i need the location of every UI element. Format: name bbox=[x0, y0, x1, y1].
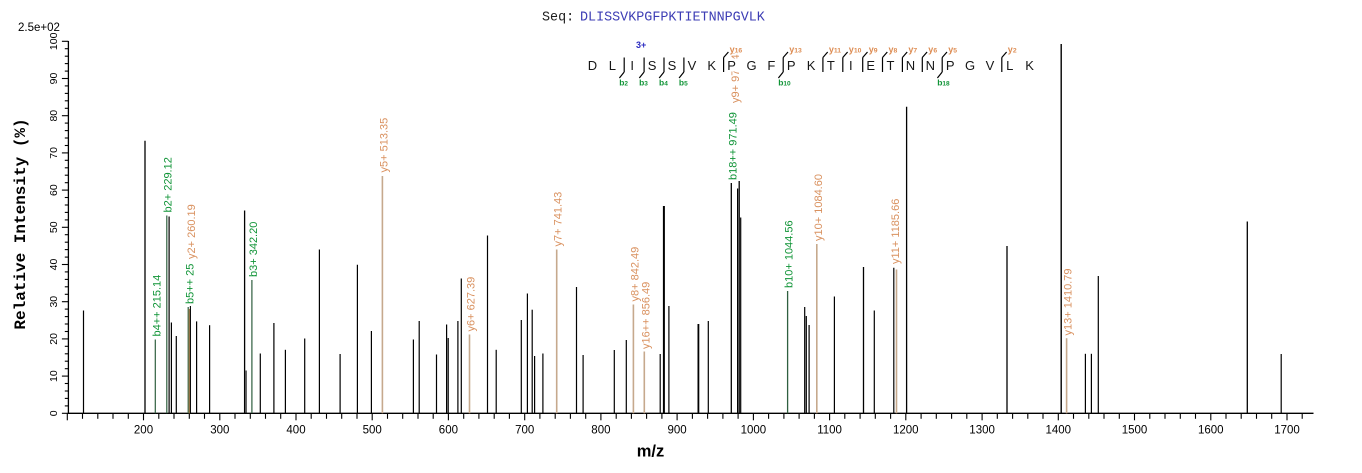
svg-text:y7+ 741.43: y7+ 741.43 bbox=[553, 192, 565, 247]
svg-text:b18: b18 bbox=[937, 78, 950, 88]
svg-text:90: 90 bbox=[48, 73, 60, 85]
svg-text:Relative Intensity (%): Relative Intensity (%) bbox=[12, 118, 30, 329]
svg-text:G: G bbox=[746, 58, 756, 73]
svg-text:L: L bbox=[609, 58, 616, 73]
svg-text:3+: 3+ bbox=[636, 40, 646, 50]
svg-text:L: L bbox=[1006, 58, 1013, 73]
svg-text:0: 0 bbox=[48, 410, 60, 416]
svg-text:y16: y16 bbox=[730, 45, 743, 55]
svg-text:700: 700 bbox=[515, 425, 534, 437]
svg-text:G: G bbox=[965, 58, 975, 73]
svg-text:2.5e+02: 2.5e+02 bbox=[18, 22, 60, 34]
svg-text:800: 800 bbox=[591, 425, 610, 437]
svg-text:y13+ 1410.79: y13+ 1410.79 bbox=[1063, 269, 1075, 336]
svg-text:b2+ 229.12: b2+ 229.12 bbox=[163, 157, 175, 212]
svg-text:K: K bbox=[807, 58, 816, 73]
svg-text:100: 100 bbox=[48, 32, 60, 50]
svg-text:1700: 1700 bbox=[1274, 425, 1300, 437]
svg-text:y6+ 627.39: y6+ 627.39 bbox=[465, 277, 477, 332]
svg-text:200: 200 bbox=[134, 425, 153, 437]
svg-text:S: S bbox=[648, 58, 657, 73]
svg-text:b5++ 25: b5++ 25 bbox=[184, 264, 196, 304]
svg-text:b10: b10 bbox=[778, 78, 791, 88]
svg-text:y6: y6 bbox=[928, 45, 937, 55]
svg-text:900: 900 bbox=[668, 425, 687, 437]
svg-text:10: 10 bbox=[48, 370, 60, 382]
svg-text:y8+ 842.49: y8+ 842.49 bbox=[629, 247, 641, 302]
svg-text:1300: 1300 bbox=[969, 425, 995, 437]
svg-text:80: 80 bbox=[48, 110, 60, 122]
svg-text:300: 300 bbox=[210, 425, 229, 437]
svg-text:V: V bbox=[986, 58, 995, 73]
svg-text:P: P bbox=[946, 58, 955, 73]
svg-text:N: N bbox=[926, 58, 935, 73]
svg-text:b3: b3 bbox=[639, 78, 648, 88]
svg-text:b3+ 342.20: b3+ 342.20 bbox=[248, 222, 260, 277]
svg-text:b18++ 971.49: b18++ 971.49 bbox=[727, 112, 739, 180]
svg-text:y10: y10 bbox=[849, 45, 862, 55]
svg-text:b5: b5 bbox=[679, 78, 688, 88]
svg-text:b2: b2 bbox=[619, 78, 628, 88]
svg-text:y2+ 260.19: y2+ 260.19 bbox=[186, 204, 198, 259]
svg-text:y5+ 513.35: y5+ 513.35 bbox=[378, 118, 390, 173]
svg-text:I: I bbox=[630, 58, 634, 73]
svg-text:y2: y2 bbox=[1008, 45, 1017, 55]
svg-text:N: N bbox=[906, 58, 915, 73]
svg-text:K: K bbox=[707, 58, 716, 73]
svg-text:P: P bbox=[727, 58, 736, 73]
svg-text:500: 500 bbox=[363, 425, 382, 437]
svg-text:E: E bbox=[866, 58, 875, 73]
svg-text:y9+ 971.49: y9+ 971.49 bbox=[730, 48, 742, 103]
svg-text:50: 50 bbox=[48, 221, 60, 233]
svg-text:y7: y7 bbox=[908, 45, 917, 55]
svg-text:I: I bbox=[849, 58, 853, 73]
svg-text:20: 20 bbox=[48, 333, 60, 345]
svg-text:m/z: m/z bbox=[637, 443, 665, 461]
svg-text:S: S bbox=[668, 58, 677, 73]
svg-text:b4++ 215.14: b4++ 215.14 bbox=[151, 275, 163, 337]
svg-text:y8: y8 bbox=[889, 45, 898, 55]
svg-text:T: T bbox=[827, 58, 835, 73]
svg-text:y11: y11 bbox=[829, 45, 841, 55]
svg-text:400: 400 bbox=[286, 425, 305, 437]
svg-text:Seq:: Seq: bbox=[542, 11, 574, 26]
svg-text:y16++ 856.49: y16++ 856.49 bbox=[640, 282, 652, 349]
svg-text:40: 40 bbox=[48, 259, 60, 271]
svg-text:y5: y5 bbox=[948, 45, 957, 55]
svg-text:b4: b4 bbox=[659, 78, 668, 88]
svg-text:P: P bbox=[787, 58, 796, 73]
svg-text:30: 30 bbox=[48, 296, 60, 308]
svg-text:1500: 1500 bbox=[1122, 425, 1148, 437]
svg-text:V: V bbox=[688, 58, 697, 73]
svg-text:y9: y9 bbox=[869, 45, 878, 55]
svg-text:70: 70 bbox=[48, 147, 60, 159]
svg-text:K: K bbox=[1025, 58, 1034, 73]
svg-text:1000: 1000 bbox=[741, 425, 767, 437]
svg-text:1100: 1100 bbox=[817, 425, 842, 437]
svg-text:1400: 1400 bbox=[1046, 425, 1072, 437]
svg-text:1200: 1200 bbox=[893, 425, 919, 437]
svg-text:y13: y13 bbox=[789, 45, 802, 55]
svg-text:T: T bbox=[887, 58, 895, 73]
svg-text:600: 600 bbox=[439, 425, 458, 437]
svg-text:y10+ 1084.60: y10+ 1084.60 bbox=[813, 174, 825, 241]
svg-text:D: D bbox=[588, 58, 597, 73]
svg-text:y11+ 1185.66: y11+ 1185.66 bbox=[890, 199, 902, 264]
svg-text:1600: 1600 bbox=[1198, 425, 1224, 437]
svg-text:b10+ 1044.56: b10+ 1044.56 bbox=[784, 220, 796, 288]
svg-text:DLISSVKPGFPKTIETNNPGVLK: DLISSVKPGFPKTIETNNPGVLK bbox=[580, 11, 766, 26]
svg-text:60: 60 bbox=[48, 184, 60, 196]
svg-text:F: F bbox=[767, 58, 775, 73]
